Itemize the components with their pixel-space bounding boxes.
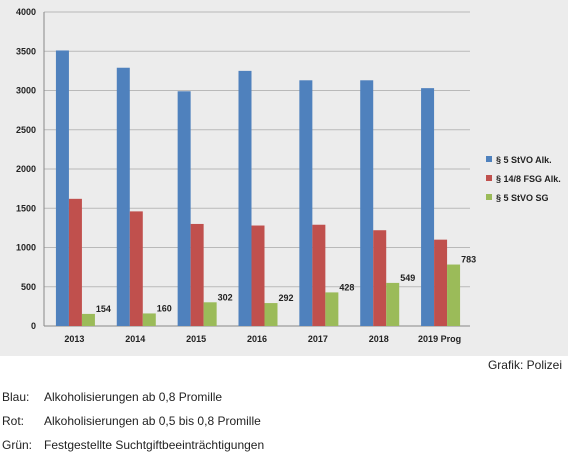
data-label: 160 [157, 303, 172, 313]
note-blue: Blau: Alkoholisierungen ab 0,8 Promille [2, 390, 222, 404]
y-tick-label: 1500 [16, 203, 36, 213]
bar-red [251, 225, 265, 326]
bar-blue [299, 80, 313, 326]
bar-blue [177, 91, 191, 326]
x-tick-label: 2017 [308, 334, 328, 344]
bar-blue [55, 50, 69, 327]
y-tick-label: 2500 [16, 125, 36, 135]
note-text: Alkoholisierungen ab 0,5 bis 0,8 Promill… [44, 414, 261, 428]
y-tick-label: 500 [21, 282, 36, 292]
gridlines [44, 11, 470, 327]
chart-panel: 0 500 1000 1500 2000 2500 3000 3500 4000 154 160 3… [0, 0, 568, 356]
bar-blue [238, 70, 252, 326]
note-key: Rot: [2, 414, 25, 428]
bar-red [373, 230, 387, 326]
bar-red [68, 198, 82, 326]
bar-green [142, 313, 156, 326]
bar-chart: 0 500 1000 1500 2000 2500 3000 3500 4000 154 160 3… [16, 7, 561, 344]
bar-blue [360, 80, 374, 326]
bar-red [129, 211, 143, 326]
bar-green [447, 264, 461, 326]
data-labels: 154 160 302 292 428 549 783 [96, 255, 476, 314]
bar-red [434, 239, 448, 326]
y-tick-label: 4000 [16, 7, 36, 17]
legend-swatch [486, 194, 492, 200]
x-tick-label: 2015 [186, 334, 206, 344]
bar-green [81, 313, 95, 326]
bars [55, 50, 461, 327]
bar-green [203, 302, 217, 326]
y-tick-label: 3500 [16, 46, 36, 56]
bar-blue [116, 67, 130, 327]
legend-swatch [486, 175, 492, 181]
note-text: Festgestellte Suchtgiftbeeinträchtigunge… [44, 438, 265, 452]
note-key: Grün: [2, 438, 33, 452]
data-label: 783 [461, 255, 476, 265]
data-label: 292 [279, 293, 294, 303]
legend-swatch [486, 156, 492, 162]
x-axis: 2013 2014 2015 2016 2017 2018 2019 Prog [64, 334, 461, 344]
x-tick-label: 2014 [125, 334, 145, 344]
data-label: 428 [339, 282, 354, 292]
x-tick-label: 2013 [64, 334, 84, 344]
data-label: 302 [218, 292, 233, 302]
legend: § 5 StVO Alk. § 14/8 FSG Alk. § 5 StVO SG [486, 155, 561, 203]
y-tick-label: 1000 [16, 243, 36, 253]
data-label: 549 [400, 273, 415, 283]
bar-blue [421, 88, 435, 327]
bar-red [190, 223, 204, 326]
legend-entry: § 5 StVO Alk. [496, 155, 552, 165]
x-tick-label: 2016 [247, 334, 267, 344]
legend-entry: § 14/8 FSG Alk. [496, 174, 561, 184]
x-tick-label: 2018 [369, 334, 389, 344]
note-text: Alkoholisierungen ab 0,8 Promille [44, 390, 223, 404]
y-tick-label: 2000 [16, 164, 36, 174]
bar-green [325, 292, 339, 326]
legend-entry: § 5 StVO SG [496, 193, 549, 203]
bar-green [264, 303, 278, 326]
chart-credit: Grafik: Polizei [487, 358, 562, 372]
y-tick-label: 0 [31, 321, 36, 331]
data-label: 154 [96, 304, 111, 314]
note-key: Blau: [2, 390, 30, 404]
bar-green [386, 282, 400, 326]
x-tick-label: 2019 Prog [418, 334, 461, 344]
note-green: Grün: Festgestellte Suchtgiftbeeinträchti… [2, 438, 264, 452]
note-red: Rot: Alkoholisierungen ab 0,5 bis 0,8 Pro… [2, 414, 261, 428]
y-tick-label: 3000 [16, 86, 36, 96]
bar-red [312, 224, 326, 326]
